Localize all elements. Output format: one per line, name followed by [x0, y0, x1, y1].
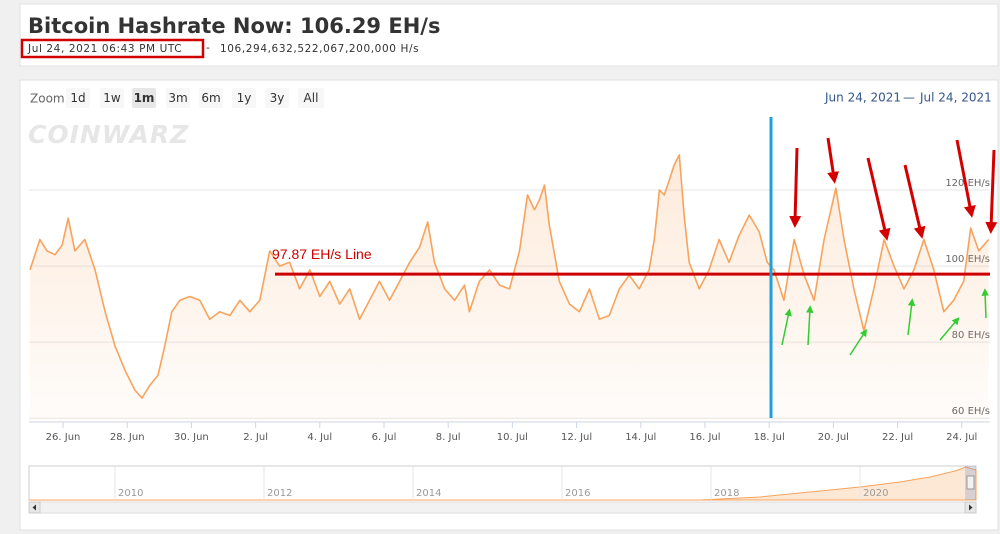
reference-line-label: 97.87 EH/s Line: [272, 246, 372, 262]
zoom-button[interactable]: [199, 88, 223, 108]
zoom-button[interactable]: [132, 88, 156, 108]
green-arrow: [849, 328, 868, 356]
zoom-button[interactable]: [166, 88, 190, 108]
zoom-button-label: 6m: [201, 91, 220, 105]
hashrate-full: 106,294,632,522,067,200,000 H/s: [220, 43, 419, 55]
area-fill: [30, 155, 989, 422]
navigator-label: 2016: [565, 488, 590, 499]
red-arrow: [985, 149, 998, 234]
zoom-button[interactable]: [66, 88, 90, 108]
zoom-button-label: 3y: [270, 91, 285, 105]
x-tick-label: 26. Jun: [46, 432, 81, 443]
x-tick-label: 22. Jul: [882, 432, 913, 443]
x-tick-label: 20. Jul: [818, 432, 849, 443]
scrollbar-track[interactable]: [28, 501, 977, 514]
green-arrow: [939, 317, 960, 341]
timestamp-highlight: [20, 38, 205, 59]
green-arrow: [781, 308, 792, 346]
timestamp: Jul 24, 2021 06:43 PM UTC: [27, 43, 182, 55]
green-arrows: [781, 288, 989, 356]
x-tick-label: 30. Jun: [174, 432, 209, 443]
zoom-button[interactable]: [265, 88, 289, 108]
header-panel: [19, 3, 999, 67]
zoom-button[interactable]: [298, 88, 324, 108]
y-tick-label: 120 EH/s: [945, 178, 990, 189]
page-title: Bitcoin Hashrate Now: 106.29 EH/s: [28, 14, 440, 38]
x-tick-label: 6. Jul: [372, 432, 397, 443]
navigator[interactable]: 2010 2012 2014 2016 2018 2020: [28, 465, 977, 514]
red-arrow: [955, 139, 976, 218]
series-line: [29, 154, 990, 399]
zoom-button[interactable]: [232, 88, 256, 108]
x-tick-label: 28. Jun: [110, 432, 145, 443]
red-arrow: [866, 157, 891, 241]
range-from[interactable]: Jun 24, 2021: [824, 91, 901, 105]
navigator-area: [29, 466, 977, 501]
x-tick-label: 2. Jul: [243, 432, 268, 443]
zoom-button-label: 1m: [134, 91, 155, 105]
zoom-button-label: 1y: [237, 91, 252, 105]
navigator-labels: 2010 2012 2014 2016 2018 2020: [114, 466, 888, 500]
scroll-left-icon: [32, 504, 36, 511]
zoom-button-label: All: [304, 91, 319, 105]
zoom-button-label: 3m: [168, 91, 187, 105]
red-arrow: [826, 137, 840, 184]
x-tick-label: 4. Jul: [307, 432, 332, 443]
x-tick-label: 18. Jul: [754, 432, 785, 443]
green-arrow: [981, 288, 989, 319]
plot: 60 EH/s80 EH/s100 EH/s120 EH/s26. Jun28.…: [29, 154, 990, 443]
navigator-label: 2012: [267, 488, 292, 499]
range-separator: —: [903, 91, 915, 105]
zoom-buttons: 1d 1w 1m 3m 6m 1y 3y All: [66, 88, 324, 108]
red-arrow: [903, 164, 926, 239]
zoom-button-label: 1d: [70, 91, 85, 105]
scroll-right-icon: [969, 504, 973, 511]
range-to[interactable]: Jul 24, 2021: [919, 91, 992, 105]
navigator-label: 2018: [714, 488, 739, 499]
zoom-label: Zoom: [30, 92, 65, 106]
zoom-button-label: 1w: [103, 91, 121, 105]
navigator-handle[interactable]: [966, 475, 975, 490]
separator: -: [206, 41, 210, 54]
navigator-label: 2014: [416, 488, 441, 499]
zoom-button[interactable]: [100, 88, 124, 108]
red-arrow: [789, 147, 802, 228]
x-tick-label: 14. Jul: [625, 432, 656, 443]
x-tick-label: 24. Jul: [946, 432, 977, 443]
x-tick-label: 8. Jul: [436, 432, 461, 443]
navigator-label: 2010: [118, 488, 143, 499]
red-arrows: [789, 137, 998, 241]
x-tick-label: 12. Jul: [561, 432, 592, 443]
x-tick-label: 16. Jul: [689, 432, 720, 443]
green-arrow: [907, 298, 916, 336]
watermark: COINWARZ: [28, 120, 189, 149]
green-arrow: [806, 305, 814, 346]
x-tick-label: 10. Jul: [497, 432, 528, 443]
navigator-label: 2020: [863, 488, 888, 499]
